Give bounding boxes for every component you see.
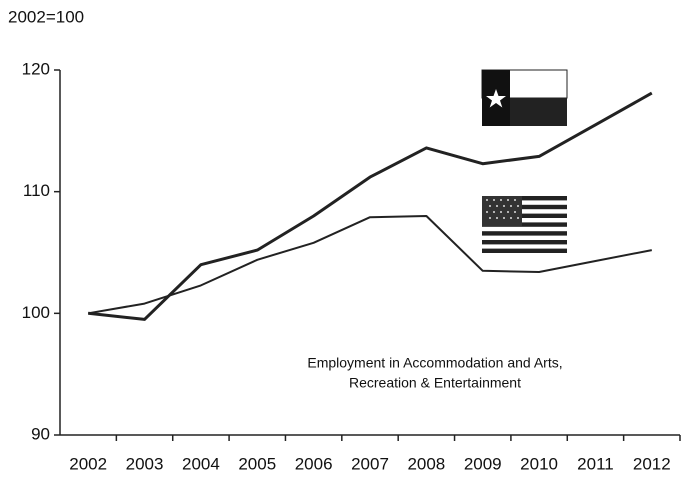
y-tick-label: 120 <box>22 59 50 78</box>
x-tick-label: 2009 <box>464 454 502 473</box>
y-tick-label: 110 <box>23 181 50 200</box>
x-tick-label: 2005 <box>238 454 276 473</box>
x-tick-label: 2010 <box>520 454 558 473</box>
x-tick-label: 2004 <box>182 454 220 473</box>
x-tick-label: 2008 <box>407 454 445 473</box>
x-tick-label: 2012 <box>633 454 671 473</box>
annotation: Employment in Accommodation and Arts, <box>307 355 562 371</box>
series-line <box>88 91 653 321</box>
x-tick-label: 2011 <box>577 454 614 473</box>
y-tick-label: 100 <box>22 303 50 322</box>
series-line <box>88 215 652 315</box>
x-tick-label: 2002 <box>69 454 107 473</box>
x-tick-label: 2007 <box>351 454 389 473</box>
chart-title: 2002=100 <box>8 7 84 26</box>
x-tick-label: 2003 <box>126 454 164 473</box>
x-tick-label: 2006 <box>295 454 333 473</box>
y-tick-label: 90 <box>31 424 50 443</box>
us-flag <box>482 196 567 253</box>
annotation: Recreation & Entertainment <box>349 375 521 391</box>
texas-flag <box>481 69 568 126</box>
